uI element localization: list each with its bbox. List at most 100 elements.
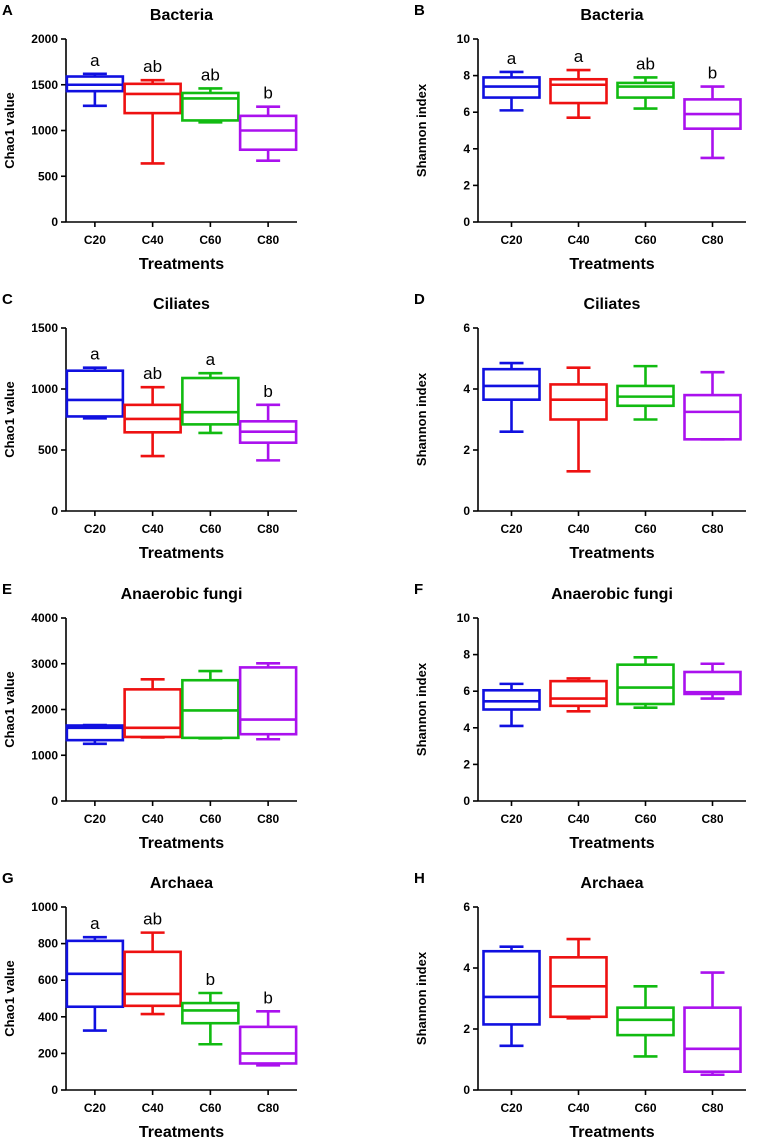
iqr-box xyxy=(65,724,125,742)
panel-b: B Bacteria Shannon index Treatments 0 2 4 6 8 10 C… xyxy=(414,2,746,273)
panel-label: C xyxy=(2,291,13,308)
box-c20: a xyxy=(65,51,125,108)
y-tick-label: 6 xyxy=(463,684,470,698)
x-tick-label: C60 xyxy=(199,1101,221,1115)
y-tick-label: 800 xyxy=(38,937,58,951)
significance-letter: b xyxy=(263,382,272,401)
y-tick-label: 0 xyxy=(463,1083,470,1097)
x-tick-label: C20 xyxy=(500,812,522,826)
box-c80 xyxy=(238,661,298,741)
significance-letter: a xyxy=(574,47,584,66)
significance-letter: b xyxy=(263,84,272,103)
y-tick-label: 1000 xyxy=(31,748,58,762)
y-axis-label: Chao1 value xyxy=(2,92,17,169)
x-axis-label: Treatments xyxy=(569,256,654,273)
box-c20: a xyxy=(65,914,125,1032)
iqr-box xyxy=(683,670,742,696)
x-tick-label: C80 xyxy=(701,233,723,247)
x-tick-label: C80 xyxy=(701,1101,723,1115)
box-c20 xyxy=(65,723,125,746)
x-axis-label: Treatments xyxy=(569,545,654,562)
y-tick-label: 1000 xyxy=(31,382,58,396)
x-tick-label: C80 xyxy=(701,812,723,826)
x-tick-label: C60 xyxy=(634,812,656,826)
box-c80: b xyxy=(683,64,742,160)
panel-f: F Anaerobic fungi Shannon index Treatments 0… xyxy=(414,581,746,852)
x-axis-label: Treatments xyxy=(569,1124,654,1140)
panel-label: D xyxy=(414,291,425,308)
box-c40: ab xyxy=(123,364,182,458)
y-tick-label: 2 xyxy=(463,443,470,457)
box-c60 xyxy=(616,656,675,709)
x-tick-label: C60 xyxy=(199,233,221,247)
panel-title: Ciliates xyxy=(153,296,210,313)
box-c60 xyxy=(181,669,240,740)
x-tick-label: C40 xyxy=(567,812,589,826)
x-tick-label: C20 xyxy=(84,1101,106,1115)
y-tick-label: 2 xyxy=(463,1022,470,1036)
iqr-box xyxy=(549,77,608,105)
box-c60: ab xyxy=(616,54,675,110)
x-tick-label: C40 xyxy=(567,233,589,247)
panel-label: A xyxy=(2,2,13,19)
y-axis-label: Shannon index xyxy=(414,83,429,177)
y-axis-label: Chao1 value xyxy=(2,960,17,1037)
iqr-box xyxy=(238,114,298,152)
panel-d: D Ciliates Shannon index Treatments 0 2 4 6 C20 C… xyxy=(414,291,746,562)
x-tick-label: C20 xyxy=(500,233,522,247)
x-tick-label: C60 xyxy=(199,522,221,536)
x-tick-label: C40 xyxy=(142,522,164,536)
iqr-box xyxy=(238,666,298,736)
y-tick-label: 2000 xyxy=(31,703,58,717)
panel-title: Anaerobic fungi xyxy=(121,586,243,603)
panel-title: Ciliates xyxy=(584,296,641,313)
iqr-box xyxy=(683,1006,742,1074)
y-tick-label: 6 xyxy=(463,105,470,119)
box-c20 xyxy=(482,945,541,1048)
y-axis-label: Shannon index xyxy=(414,662,429,756)
x-tick-label: C20 xyxy=(500,522,522,536)
x-tick-label: C20 xyxy=(84,522,106,536)
x-tick-label: C80 xyxy=(257,233,279,247)
iqr-box xyxy=(181,91,240,122)
significance-letter: a xyxy=(90,914,100,933)
iqr-box xyxy=(482,688,541,711)
box-c80: b xyxy=(238,84,298,162)
box-c40: ab xyxy=(123,910,182,1016)
box-c80: b xyxy=(238,988,298,1067)
x-axis-label: Treatments xyxy=(569,835,654,852)
panel-title: Archaea xyxy=(150,875,213,892)
y-tick-label: 1500 xyxy=(31,321,58,335)
iqr-box xyxy=(616,81,675,99)
y-tick-label: 8 xyxy=(463,69,470,83)
y-tick-label: 4 xyxy=(463,721,470,735)
panel-title: Anaerobic fungi xyxy=(551,586,673,603)
significance-letter: a xyxy=(90,51,100,70)
box-c20 xyxy=(482,361,541,434)
x-tick-label: C40 xyxy=(142,233,164,247)
y-tick-label: 0 xyxy=(51,215,58,229)
iqr-box xyxy=(181,1001,240,1025)
x-tick-label: C40 xyxy=(567,522,589,536)
panel-label: G xyxy=(2,870,14,887)
x-tick-label: C80 xyxy=(257,812,279,826)
iqr-box xyxy=(616,1006,675,1037)
y-tick-label: 0 xyxy=(463,504,470,518)
y-axis-label: Shannon index xyxy=(414,372,429,466)
x-axis-label: Treatments xyxy=(139,1124,224,1140)
panel-label: B xyxy=(414,2,425,19)
iqr-box xyxy=(65,369,125,418)
y-tick-label: 0 xyxy=(51,504,58,518)
y-tick-label: 1500 xyxy=(31,78,58,92)
box-c20: a xyxy=(65,345,125,420)
iqr-box xyxy=(238,1025,298,1065)
box-c80: b xyxy=(238,382,298,462)
y-tick-label: 500 xyxy=(38,169,58,183)
iqr-box xyxy=(482,367,541,401)
iqr-box xyxy=(123,688,182,739)
x-tick-label: C60 xyxy=(634,233,656,247)
x-tick-label: C80 xyxy=(257,522,279,536)
y-tick-label: 8 xyxy=(463,648,470,662)
box-c80 xyxy=(683,662,742,700)
x-tick-label: C40 xyxy=(142,1101,164,1115)
